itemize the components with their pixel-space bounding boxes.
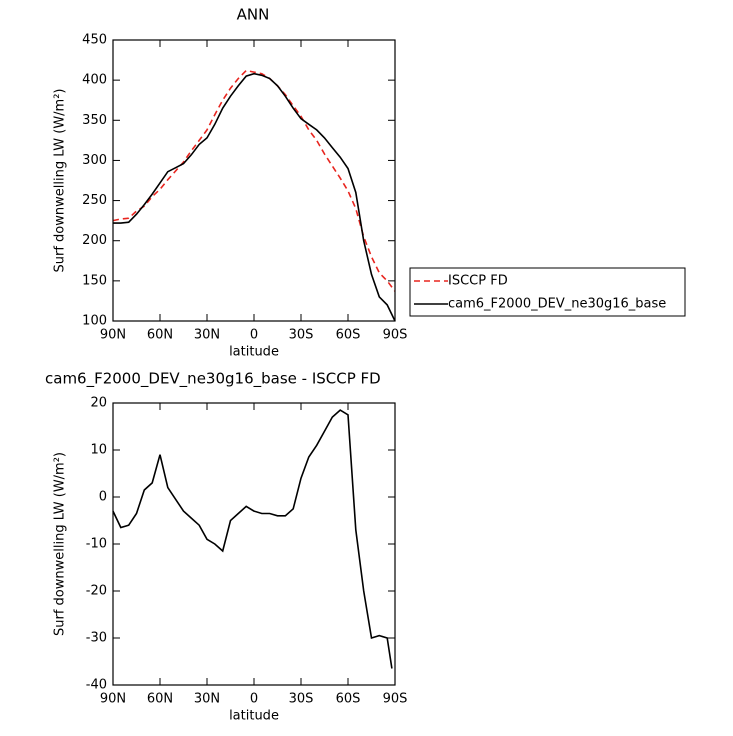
x-tick-label: 30S <box>289 692 314 707</box>
y-tick-label: 10 <box>90 443 107 458</box>
x-tick-label: 60N <box>147 692 173 707</box>
y-tick-label: -10 <box>86 537 107 552</box>
y-axis-label: Surf downwelling LW (W/m²) <box>53 452 68 636</box>
x-tick-label: 90S <box>383 692 408 707</box>
x-axis-label: latitude <box>229 345 279 360</box>
y-tick-label: 100 <box>82 314 107 329</box>
y-tick-label: -30 <box>86 631 107 646</box>
y-tick-label: 200 <box>82 233 107 248</box>
x-tick-label: 60S <box>336 692 361 707</box>
y-tick-label: -40 <box>86 678 107 693</box>
y-tick-label: 250 <box>82 193 107 208</box>
y-tick-label: 450 <box>82 33 107 48</box>
x-tick-label: 60S <box>336 328 361 343</box>
data-line <box>112 69 396 292</box>
y-tick-label: 350 <box>82 113 107 128</box>
x-tick-label: 0 <box>250 692 258 707</box>
plot-frame <box>112 402 396 686</box>
y-tick-label: 400 <box>82 73 107 88</box>
legend-box <box>409 267 686 317</box>
chart-title: ANN <box>237 6 270 24</box>
y-tick-label: 20 <box>90 396 107 411</box>
x-tick-label: 30N <box>194 328 220 343</box>
y-tick-label: -20 <box>86 584 107 599</box>
x-tick-label: 30N <box>194 692 220 707</box>
data-line <box>113 72 396 322</box>
y-tick-label: 300 <box>82 153 107 168</box>
y-tick-label: 150 <box>82 273 107 288</box>
data-line <box>112 409 393 669</box>
x-tick-label: 90N <box>100 328 126 343</box>
legend-label: ISCCP FD <box>448 274 508 289</box>
x-tick-label: 30S <box>289 328 314 343</box>
x-axis-label: latitude <box>229 709 279 724</box>
legend-label: cam6_F2000_DEV_ne30g16_base <box>448 297 666 312</box>
x-tick-label: 90N <box>100 692 126 707</box>
x-tick-label: 0 <box>250 328 258 343</box>
chart-title: cam6_F2000_DEV_ne30g16_base - ISCCP FD <box>45 370 381 389</box>
y-tick-label: 0 <box>99 490 107 505</box>
x-tick-label: 60N <box>147 328 173 343</box>
plot-frame <box>112 39 396 322</box>
x-tick-label: 90S <box>383 328 408 343</box>
y-axis-label: Surf downwelling LW (W/m²) <box>53 89 68 273</box>
